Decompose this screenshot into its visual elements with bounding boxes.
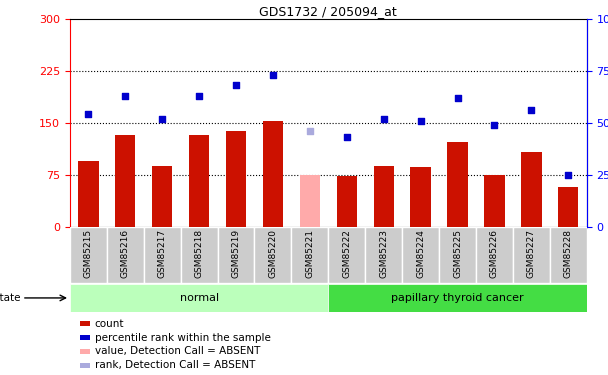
Bar <box>485 175 505 227</box>
Point <box>83 111 93 117</box>
Text: percentile rank within the sample: percentile rank within the sample <box>95 333 271 342</box>
Text: papillary thyroid cancer: papillary thyroid cancer <box>391 293 524 303</box>
Text: GSM85219: GSM85219 <box>232 229 241 278</box>
FancyBboxPatch shape <box>291 227 328 283</box>
Point <box>195 93 204 99</box>
Bar <box>558 187 578 227</box>
FancyBboxPatch shape <box>218 227 255 283</box>
Text: GSM85220: GSM85220 <box>269 229 277 278</box>
FancyBboxPatch shape <box>439 227 476 283</box>
FancyBboxPatch shape <box>107 227 143 283</box>
Bar <box>189 135 209 227</box>
FancyBboxPatch shape <box>143 227 181 283</box>
Point <box>416 118 426 124</box>
Text: GSM85228: GSM85228 <box>564 229 573 278</box>
FancyBboxPatch shape <box>70 227 107 283</box>
Bar <box>115 135 136 227</box>
Bar <box>521 152 542 227</box>
Text: normal: normal <box>179 293 219 303</box>
Bar <box>263 122 283 227</box>
Point <box>379 116 389 122</box>
FancyBboxPatch shape <box>181 227 218 283</box>
FancyBboxPatch shape <box>328 284 587 312</box>
FancyBboxPatch shape <box>402 227 439 283</box>
Point <box>120 93 130 99</box>
Point <box>489 122 499 128</box>
Bar <box>410 166 430 227</box>
FancyBboxPatch shape <box>70 284 328 312</box>
FancyBboxPatch shape <box>255 227 291 283</box>
FancyBboxPatch shape <box>365 227 402 283</box>
Text: value, Detection Call = ABSENT: value, Detection Call = ABSENT <box>95 346 260 357</box>
Point <box>157 116 167 122</box>
Text: GSM85227: GSM85227 <box>527 229 536 278</box>
Bar <box>337 176 357 227</box>
Bar <box>80 349 89 354</box>
FancyBboxPatch shape <box>513 227 550 283</box>
Point <box>231 82 241 88</box>
Text: GSM85225: GSM85225 <box>453 229 462 278</box>
Bar <box>80 334 89 340</box>
Text: GSM85221: GSM85221 <box>305 229 314 278</box>
Text: GSM85226: GSM85226 <box>490 229 499 278</box>
Text: GSM85215: GSM85215 <box>84 229 93 278</box>
Bar <box>300 175 320 227</box>
Point <box>527 107 536 113</box>
Bar <box>80 363 89 368</box>
Point <box>564 172 573 178</box>
Text: GSM85222: GSM85222 <box>342 229 351 278</box>
Point <box>342 134 351 140</box>
Point <box>452 95 462 101</box>
FancyBboxPatch shape <box>550 227 587 283</box>
Text: GSM85217: GSM85217 <box>157 229 167 278</box>
Point <box>268 72 278 78</box>
Bar <box>152 166 172 227</box>
Text: GSM85218: GSM85218 <box>195 229 204 278</box>
FancyBboxPatch shape <box>328 227 365 283</box>
Bar <box>78 161 98 227</box>
Bar <box>447 142 468 227</box>
Title: GDS1732 / 205094_at: GDS1732 / 205094_at <box>260 4 397 18</box>
Point <box>305 128 315 134</box>
Text: GSM85216: GSM85216 <box>121 229 130 278</box>
FancyBboxPatch shape <box>476 227 513 283</box>
Text: disease state: disease state <box>0 293 20 303</box>
Text: GSM85224: GSM85224 <box>416 229 425 278</box>
Bar <box>226 131 246 227</box>
Text: GSM85223: GSM85223 <box>379 229 388 278</box>
Text: rank, Detection Call = ABSENT: rank, Detection Call = ABSENT <box>95 360 255 370</box>
Bar <box>80 321 89 327</box>
Text: count: count <box>95 319 124 328</box>
Bar <box>373 166 394 227</box>
